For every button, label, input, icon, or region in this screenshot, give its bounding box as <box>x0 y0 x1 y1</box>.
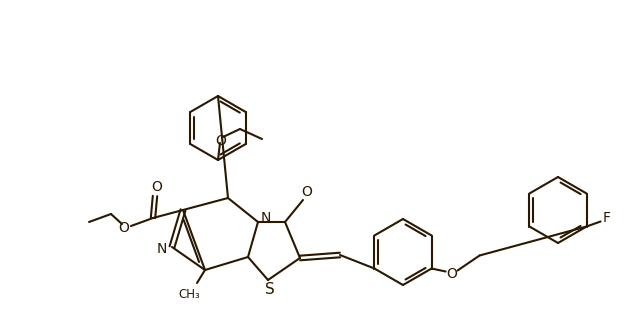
Text: O: O <box>215 134 227 148</box>
Text: O: O <box>152 180 163 194</box>
Text: F: F <box>603 211 611 226</box>
Text: O: O <box>446 266 457 280</box>
Text: CH₃: CH₃ <box>178 288 200 301</box>
Text: S: S <box>265 283 275 298</box>
Text: N: N <box>261 211 271 225</box>
Text: O: O <box>302 185 312 199</box>
Text: N: N <box>157 242 167 256</box>
Text: O: O <box>119 221 130 235</box>
